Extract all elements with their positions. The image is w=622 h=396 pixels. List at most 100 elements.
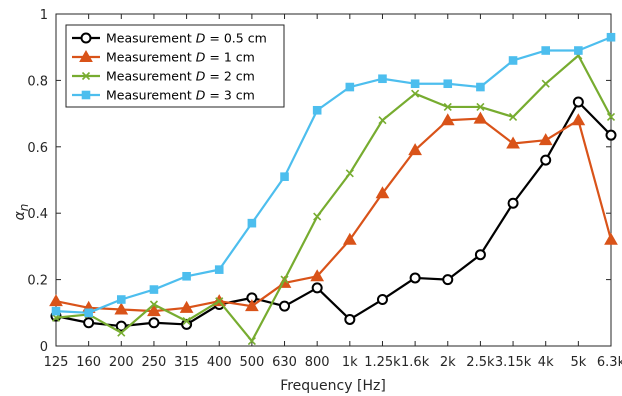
data-point	[342, 232, 357, 245]
marker-stroke	[81, 71, 91, 81]
data-point	[508, 112, 518, 121]
data-point	[508, 56, 518, 65]
data-point	[411, 89, 420, 98]
data-point	[540, 154, 552, 166]
data-point	[541, 46, 551, 55]
data-point	[345, 169, 354, 178]
data-point	[149, 300, 159, 309]
data-point	[117, 328, 126, 337]
data-point	[443, 79, 453, 89]
data-point	[440, 113, 455, 126]
legend-label: Measurement D = 1 cm	[106, 50, 255, 65]
y-axis-title: αn	[12, 204, 31, 221]
x-tick-label: 160	[76, 355, 101, 370]
marker-stroke	[541, 79, 550, 88]
data-point	[149, 285, 159, 294]
x-tick-label: 125	[44, 355, 69, 370]
x-tick-label: 1k	[342, 355, 358, 370]
y-tick-label: 0	[40, 340, 48, 355]
marker-stroke	[411, 89, 420, 98]
x-tick-label: 630	[272, 355, 297, 370]
x-tick-label: 1.25k	[364, 355, 401, 370]
legend-box	[65, 24, 285, 108]
marker-stroke	[117, 328, 126, 337]
y-tick-label: 0.8	[27, 74, 48, 89]
legend-label: Measurement D = 3 cm	[106, 88, 255, 103]
legend-label-prefix: Measurement	[106, 50, 196, 65]
data-point	[83, 317, 95, 329]
data-point	[245, 299, 259, 312]
legend-item: Measurement D = 1 cm	[72, 50, 255, 65]
legend-item: Measurement D = 2 cm	[72, 69, 255, 84]
marker-stroke	[378, 116, 387, 125]
data-point	[247, 336, 256, 346]
x-tick-label: 200	[109, 355, 134, 370]
data-point	[215, 297, 224, 306]
legend: Measurement D = 0.5 cm Measurement D = 1 …	[65, 24, 285, 108]
x-axis-title: Frequency [Hz]	[280, 378, 386, 394]
data-point	[247, 218, 257, 228]
y-axis-title-sub: n	[17, 204, 31, 212]
legend-item: Measurement D = 3 cm	[72, 88, 255, 103]
legend-label-suffix: = 3 cm	[205, 88, 254, 103]
x-tick-label: 315	[174, 355, 199, 370]
x-tick-label: 2k	[440, 355, 456, 370]
data-point	[214, 265, 224, 274]
series-3	[51, 32, 616, 318]
x-tick-label: 400	[207, 355, 232, 370]
data-point	[49, 294, 63, 307]
data-point	[606, 32, 616, 42]
data-point	[182, 271, 191, 281]
data-point	[410, 79, 420, 89]
marker-stroke	[149, 300, 159, 309]
data-point	[312, 105, 322, 115]
marker-stroke	[182, 317, 191, 326]
series-line	[55, 117, 613, 313]
data-point	[313, 212, 322, 221]
x-tick-label: 2.5k	[466, 355, 495, 370]
data-point	[179, 300, 194, 313]
data-point	[376, 294, 388, 306]
legend-label-prefix: Measurement	[106, 88, 196, 103]
legend-label: Measurement D = 0.5 cm	[106, 31, 267, 46]
data-point	[84, 308, 93, 318]
data-point	[476, 82, 485, 92]
data-point	[378, 116, 387, 125]
data-point	[606, 112, 616, 121]
series-layer	[49, 32, 618, 346]
data-point	[506, 136, 520, 149]
y-tick-label: 0.2	[27, 274, 48, 289]
data-point	[571, 113, 586, 126]
data-point	[605, 129, 617, 141]
data-point	[473, 111, 488, 124]
data-point	[310, 269, 325, 282]
data-point	[311, 282, 323, 294]
x-tick-label: 1.6k	[401, 355, 430, 370]
x-tick-label: 800	[305, 355, 330, 370]
legend-label: Measurement D = 2 cm	[106, 69, 255, 84]
data-point	[476, 102, 485, 112]
x-tick-label: 4k	[538, 355, 554, 370]
data-point	[115, 320, 127, 332]
legend-label-prefix: Measurement	[106, 69, 196, 84]
data-point	[116, 295, 126, 304]
data-point	[474, 249, 486, 261]
data-point	[51, 306, 61, 316]
legend-marker	[80, 32, 92, 44]
y-axis-title-main: α	[12, 210, 28, 220]
marker-stroke	[215, 297, 224, 306]
legend-marker	[81, 90, 91, 100]
marker-stroke	[247, 336, 256, 346]
data-point	[574, 46, 583, 55]
legend-marker	[81, 71, 91, 81]
data-point	[51, 313, 61, 322]
marker-stroke	[606, 112, 616, 121]
legend-label-suffix: = 0.5 cm	[205, 31, 266, 46]
data-point	[148, 317, 160, 329]
data-point	[375, 186, 390, 199]
legend-label-prefix: Measurement	[106, 31, 196, 46]
data-point	[572, 96, 584, 108]
legend-label-var: D	[196, 50, 206, 65]
x-tick-label: 250	[142, 355, 167, 370]
